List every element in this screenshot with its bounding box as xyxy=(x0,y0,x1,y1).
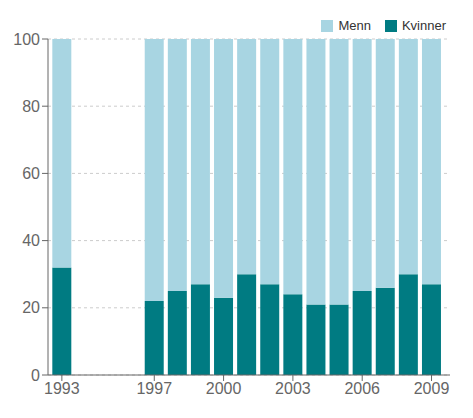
svg-text:60: 60 xyxy=(22,165,40,182)
svg-text:20: 20 xyxy=(22,299,40,316)
html-text:Kvinner: Kvinner xyxy=(401,18,446,33)
svg-text:1997: 1997 xyxy=(136,380,172,397)
svg-text:2009: 2009 xyxy=(414,380,450,397)
svg-text:100: 100 xyxy=(13,31,40,48)
html-text:Menn: Menn xyxy=(338,18,371,33)
svg-text:2006: 2006 xyxy=(344,380,380,397)
svg-text:2000: 2000 xyxy=(206,380,242,397)
svg-text:0: 0 xyxy=(31,367,40,384)
svg-text:2003: 2003 xyxy=(275,380,311,397)
svg-text:80: 80 xyxy=(22,98,40,115)
svg-text:1993: 1993 xyxy=(44,380,80,397)
svg-text:40: 40 xyxy=(22,232,40,249)
